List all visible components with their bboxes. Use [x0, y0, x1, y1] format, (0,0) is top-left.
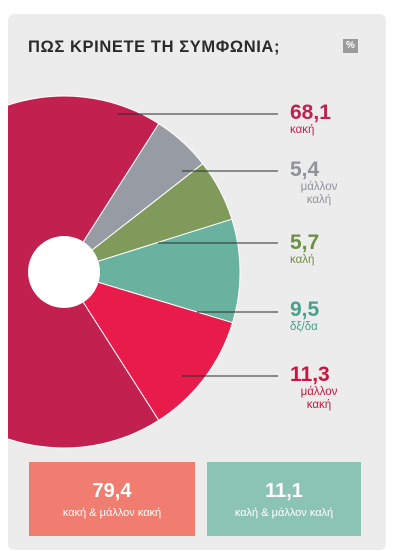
- slice-value-3: 9,5: [290, 298, 320, 321]
- summary-box-negative: 79,4 κακή & μάλλον κακή: [29, 462, 195, 536]
- slice-category-4: μάλλον κακή: [300, 386, 338, 411]
- pie-slice-4: [62, 271, 234, 421]
- chart-card: ΠΩΣ ΚΡΙΝΕΤΕ ΤΗ ΣΥΜΦΩΝΙΑ; % 68,1 κακή 5,4 μά…: [8, 14, 386, 550]
- chart-title: ΠΩΣ ΚΡΙΝΕΤΕ ΤΗ ΣΥΜΦΩΝΙΑ;: [28, 38, 281, 56]
- slice-value-0: 68,1: [290, 101, 331, 124]
- summary-value-negative: 79,4: [92, 480, 132, 502]
- slice-label-0: 68,1 κακή: [290, 102, 331, 137]
- slice-category-0: κακή: [290, 124, 315, 136]
- slice-value-2: 5,7: [290, 231, 320, 254]
- slice-label-2: 5,7 καλή: [290, 232, 319, 267]
- pie-center-hole: [28, 236, 100, 308]
- pie-slice-3: [62, 218, 241, 324]
- summary-label-positive: καλή & μάλλον καλή: [234, 507, 334, 519]
- percent-unit-badge: %: [343, 39, 358, 53]
- slice-label-1: 5,4 μάλλον καλή: [290, 159, 348, 207]
- pie-slice-0: [8, 95, 160, 449]
- slice-label-3: 9,5 δξ/δα: [290, 299, 319, 334]
- slice-value-1: 5,4: [290, 158, 320, 181]
- slice-category-2: καλή: [290, 254, 315, 266]
- summary-value-positive: 11,1: [265, 480, 303, 502]
- pie-chart: [8, 95, 278, 449]
- slice-category-1: μάλλον καλή: [300, 181, 338, 206]
- summary-box-positive: 11,1 καλή & μάλλον καλή: [207, 462, 361, 536]
- slice-value-4: 11,3: [290, 363, 330, 386]
- slice-label-4: 11,3 μάλλον κακή: [290, 364, 348, 412]
- slice-category-3: δξ/δα: [290, 321, 318, 333]
- summary-label-negative: κακή & μάλλον κακή: [62, 507, 162, 519]
